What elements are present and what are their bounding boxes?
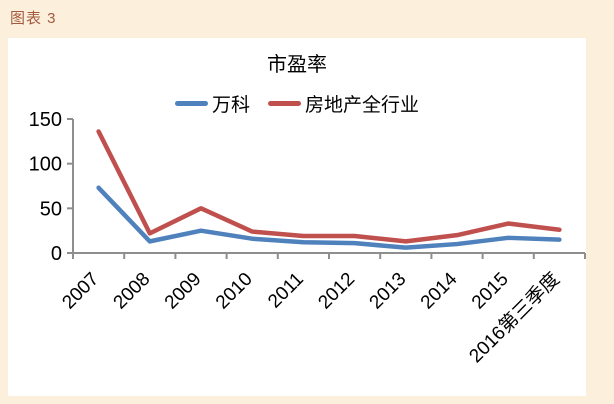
svg-text:2007: 2007 xyxy=(58,269,103,314)
svg-text:2014: 2014 xyxy=(417,268,462,313)
chart-title: 市盈率 xyxy=(267,54,327,76)
legend-item-industry: 房地产全行业 xyxy=(268,90,419,117)
chart-panel: 市盈率 万科 房地产全行业 0 50 100 150 2007 2008 2009 2010 2… xyxy=(8,38,586,396)
legend-line-icon xyxy=(268,101,301,106)
svg-text:2010: 2010 xyxy=(212,269,257,314)
legend-label-wanke: 万科 xyxy=(211,95,250,116)
svg-text:2012: 2012 xyxy=(314,269,359,314)
legend-label-industry: 房地产全行业 xyxy=(305,95,420,116)
svg-text:100: 100 xyxy=(29,154,62,176)
svg-text:2015: 2015 xyxy=(468,269,513,314)
legend-line-icon xyxy=(174,101,208,106)
svg-text:2011: 2011 xyxy=(264,269,308,313)
figure-caption: 图表 3 xyxy=(10,10,57,27)
svg-text:2008: 2008 xyxy=(110,269,155,314)
svg-text:2009: 2009 xyxy=(161,269,206,314)
chart-legend: 万科 房地产全行业 xyxy=(8,90,586,117)
svg-text:150: 150 xyxy=(29,109,62,131)
legend-item-wanke: 万科 xyxy=(174,90,250,117)
svg-text:2013: 2013 xyxy=(366,269,411,314)
svg-text:0: 0 xyxy=(51,243,62,265)
svg-text:2016第三季度: 2016第三季度 xyxy=(465,268,564,367)
svg-text:50: 50 xyxy=(40,198,62,220)
